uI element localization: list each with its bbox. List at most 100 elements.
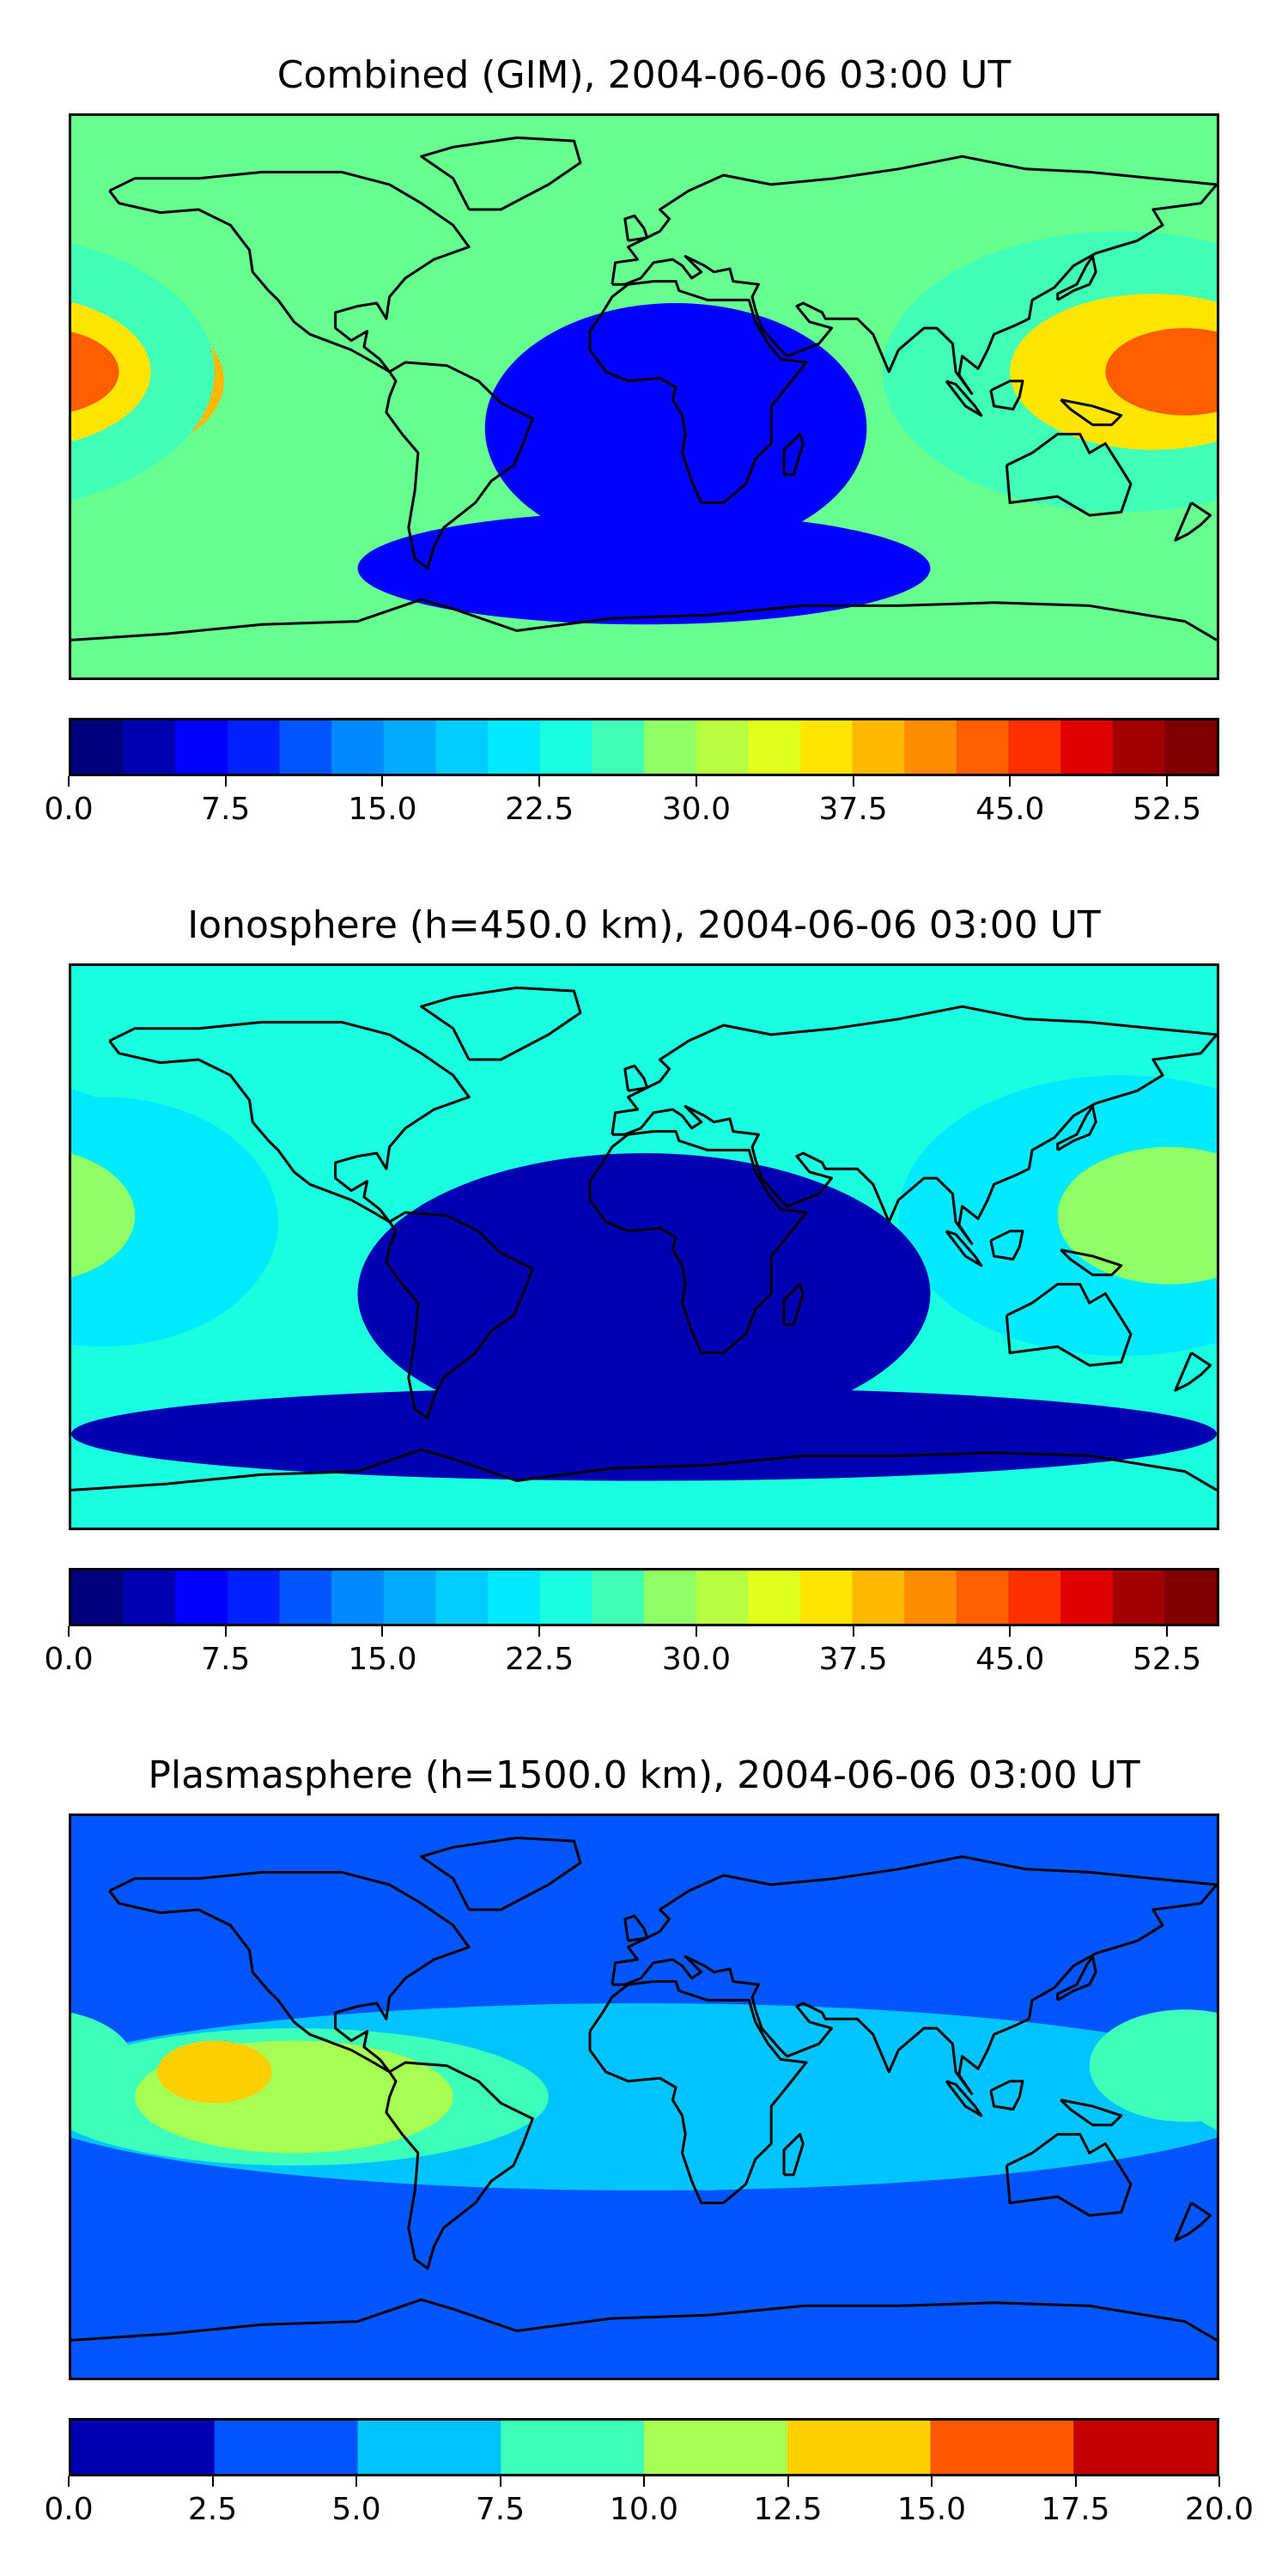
colorbar-level — [1008, 720, 1061, 774]
colorbar-level — [279, 720, 332, 774]
colorbar-tick-label: 37.5 — [818, 1642, 888, 1677]
colorbar-tick — [499, 2476, 501, 2487]
coastline — [623, 1064, 649, 1092]
colorbar-tick — [1074, 2476, 1077, 2487]
colorbar-tick-label: 22.5 — [505, 792, 574, 827]
contour-region — [157, 2040, 272, 2104]
colorbar-level — [1164, 720, 1217, 774]
coastline — [1005, 2133, 1133, 2217]
coastline — [1060, 2099, 1123, 2127]
coastline — [611, 155, 1217, 395]
contour-region — [71, 2013, 136, 2119]
coastline — [588, 1130, 808, 1354]
colorbar-ticks: 0.0 7.5 15.0 22.5 30.0 37.5 45.0 52.5 — [44, 776, 1219, 828]
map-plasmasphere — [69, 1814, 1219, 2380]
colorbar-level — [1112, 1571, 1165, 1624]
coastline — [782, 2133, 805, 2177]
colorbar-level — [748, 1571, 801, 1624]
colorbar-level — [799, 720, 854, 774]
colorbar-swatches — [71, 2421, 1217, 2474]
colorbar-level — [696, 720, 749, 774]
colorbar-swatches — [71, 1571, 1217, 1624]
colorbar-tick — [643, 2476, 645, 2487]
coastline — [1005, 1283, 1133, 1367]
contour-map — [71, 1816, 1217, 2378]
colorbar-tick-label: 52.5 — [1133, 792, 1202, 827]
colorbar-level — [904, 1571, 957, 1624]
colorbar-tick-label: 15.0 — [348, 1642, 417, 1677]
colorbar-level — [787, 2421, 932, 2474]
colorbar-level — [488, 1571, 541, 1624]
colorbar-level — [1060, 1571, 1114, 1624]
coastline — [989, 380, 1024, 410]
colorbar-tick-label: 52.5 — [1133, 1642, 1202, 1677]
colorbar-level — [539, 1571, 592, 1624]
coastline — [1056, 1105, 1097, 1151]
coastline — [1060, 1249, 1123, 1277]
colorbar-tick — [695, 1626, 697, 1637]
colorbar-tick — [224, 1626, 227, 1637]
colorbar-tick-label: 5.0 — [331, 2492, 381, 2527]
colorbar-level — [501, 2421, 645, 2474]
colorbar-level — [71, 1571, 125, 1624]
coastline — [385, 1211, 534, 1420]
colorbar-level — [488, 720, 541, 774]
colorbar-level — [279, 1571, 332, 1624]
colorbar-level — [123, 720, 176, 774]
colorbar-tick-label: 2.5 — [187, 2492, 238, 2527]
coastline — [588, 280, 808, 504]
colorbar-tick — [695, 776, 697, 787]
colorbar-level — [175, 720, 228, 774]
colorbar-level — [435, 1571, 489, 1624]
contour-map — [71, 116, 1217, 677]
contour-region — [1105, 328, 1217, 416]
contour-region — [1089, 2009, 1217, 2123]
coastline — [71, 598, 1217, 641]
colorbar-level — [852, 1571, 905, 1624]
colorbar-tick — [852, 776, 854, 787]
colorbar-tick — [1009, 776, 1012, 787]
colorbar-tick-label: 0.0 — [44, 2492, 94, 2527]
colorbar-tick — [1166, 776, 1169, 787]
colorbar-level — [930, 2421, 1074, 2474]
colorbar-level — [1073, 2421, 1217, 2474]
colorbar-level — [644, 2421, 788, 2474]
coastline — [108, 1020, 471, 1224]
contour-region — [357, 512, 931, 625]
coastline — [989, 1230, 1024, 1261]
colorbar-swatches — [71, 720, 1217, 774]
colorbar-level — [592, 720, 645, 774]
colorbar-level — [227, 1571, 281, 1624]
colorbar-level — [331, 720, 385, 774]
colorbar-tick-label: 10.0 — [609, 2492, 679, 2527]
colorbar-level — [592, 1571, 645, 1624]
colorbar-tick — [931, 2476, 933, 2487]
colorbar-level — [175, 1571, 228, 1624]
colorbar-level — [1008, 1571, 1061, 1624]
contour-region — [628, 2078, 787, 2190]
colorbar-tick-label: 15.0 — [348, 792, 417, 827]
colorbar-tick — [68, 1626, 70, 1637]
colorbar-ionosphere — [69, 1568, 1219, 1626]
coastline — [782, 1283, 805, 1327]
colorbar-tick — [852, 1626, 854, 1637]
coastline — [782, 433, 805, 477]
contour-map — [71, 966, 1217, 1528]
contour-region — [1057, 1146, 1217, 1285]
coastline — [420, 136, 582, 211]
colorbar-tick-label: 22.5 — [505, 1642, 574, 1677]
colorbar-level — [956, 1571, 1010, 1624]
colorbar-level — [539, 720, 592, 774]
map-combined — [69, 113, 1219, 680]
coastline — [108, 1870, 471, 2074]
coastline — [1174, 1352, 1212, 1392]
colorbar-tick — [68, 776, 70, 787]
panel-title: Ionosphere (h=450.0 km), 2004-06-06 03:0… — [187, 903, 1101, 947]
colorbar-tick — [68, 2476, 70, 2487]
coastline — [385, 361, 534, 570]
colorbar-tick — [211, 2476, 214, 2487]
coastline — [108, 170, 471, 374]
coastline — [1174, 2202, 1212, 2242]
coastline — [945, 2080, 983, 2117]
contour-region — [71, 331, 119, 412]
